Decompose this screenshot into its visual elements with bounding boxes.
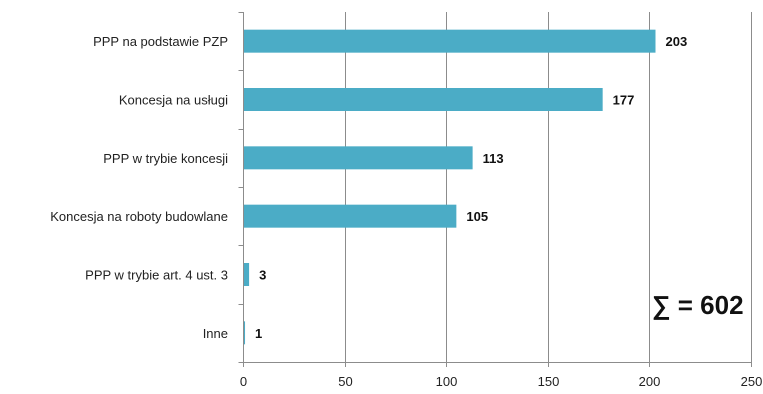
data-label-2: 113 <box>483 151 504 166</box>
axes <box>238 12 752 367</box>
bar-1 <box>243 88 603 111</box>
category-label-1: Koncesja na usługi <box>119 93 228 108</box>
category-label-4: PPP w trybie art. 4 ust. 3 <box>85 268 228 283</box>
data-label-0: 203 <box>665 34 687 49</box>
data-label-3: 105 <box>466 209 488 224</box>
bar-2 <box>243 146 473 170</box>
category-label-0: PPP na podstawie PZP <box>93 34 228 49</box>
x-tick-label-100: 100 <box>436 374 458 389</box>
sum-annotation: ∑ = 602 <box>652 290 744 320</box>
x-tick-label-250: 250 <box>741 374 763 389</box>
bar-0 <box>243 29 656 53</box>
x-tick-label-50: 50 <box>338 374 352 389</box>
bars <box>243 29 656 345</box>
category-label-3: Koncesja na roboty budowlane <box>50 209 228 224</box>
labels: PPP na podstawie PZP 203 Koncesja na usług… <box>50 34 762 389</box>
data-label-4: 3 <box>259 268 266 283</box>
bar-3 <box>243 204 457 228</box>
data-label-5: 1 <box>255 326 262 341</box>
category-label-2: PPP w trybie koncesji <box>103 151 228 166</box>
x-tick-label-150: 150 <box>538 374 560 389</box>
category-label-5: Inne <box>203 326 228 341</box>
bar-4 <box>243 263 250 286</box>
x-tick-label-200: 200 <box>639 374 661 389</box>
gridlines <box>345 12 752 362</box>
bar-5 <box>243 321 246 345</box>
data-label-1: 177 <box>613 93 635 108</box>
x-tick-label-0: 0 <box>240 374 247 389</box>
